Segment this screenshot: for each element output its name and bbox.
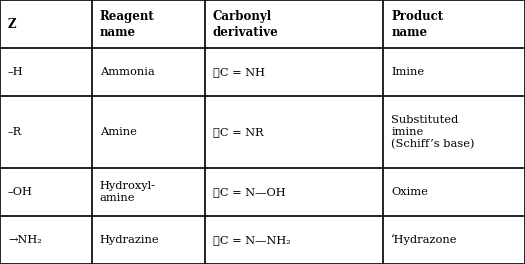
Text: –R: –R: [8, 127, 22, 137]
Text: ❮C = N—OH: ❮C = N—OH: [213, 187, 285, 197]
Text: Reagent
name: Reagent name: [100, 10, 154, 39]
Text: Hydroxyl-
amine: Hydroxyl- amine: [100, 181, 156, 203]
Text: ❮C = N—NH₂: ❮C = N—NH₂: [213, 235, 290, 245]
Text: Z: Z: [8, 18, 16, 31]
Text: Oxime: Oxime: [391, 187, 428, 197]
Text: ❮C = NH: ❮C = NH: [213, 67, 265, 77]
Text: Hydrazine: Hydrazine: [100, 235, 160, 245]
Text: Product
name: Product name: [391, 10, 443, 39]
Text: Substituted
imine
(Schiff’s base): Substituted imine (Schiff’s base): [391, 115, 475, 149]
Text: –OH: –OH: [8, 187, 33, 197]
Text: Ammonia: Ammonia: [100, 67, 154, 77]
Text: Carbonyl
derivative: Carbonyl derivative: [213, 10, 278, 39]
Text: Amine: Amine: [100, 127, 136, 137]
Text: ‘Hydrazone: ‘Hydrazone: [391, 234, 458, 245]
Text: →NH₂: →NH₂: [8, 235, 41, 245]
Text: Imine: Imine: [391, 67, 424, 77]
Text: –H: –H: [8, 67, 24, 77]
Text: ❮C = NR: ❮C = NR: [213, 127, 263, 137]
